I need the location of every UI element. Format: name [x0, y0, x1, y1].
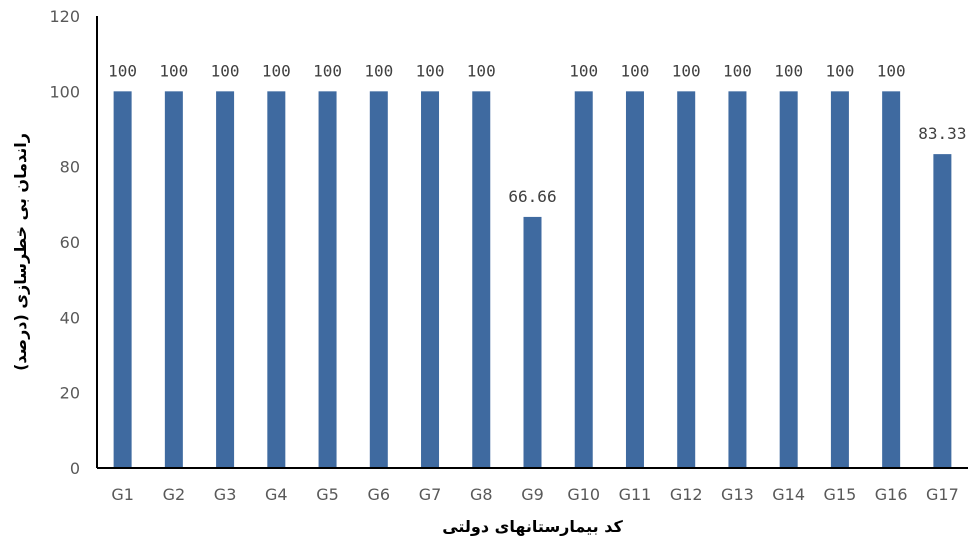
bar-value-label: 100: [877, 61, 906, 80]
bar-value-label: 100: [825, 61, 854, 80]
bar: [574, 91, 593, 468]
x-tick-label: G5: [316, 485, 339, 504]
x-tick-label: G15: [824, 485, 857, 504]
bar-value-label: 100: [211, 61, 240, 80]
bar: [369, 91, 388, 468]
x-tick-label: G3: [214, 485, 237, 504]
bar-value-label: 100: [416, 61, 445, 80]
x-tick-label: G2: [163, 485, 186, 504]
x-tick-label: G10: [567, 485, 600, 504]
y-tick-label: 0: [70, 459, 80, 478]
y-tick-label: 100: [49, 82, 80, 101]
bar-value-label: 100: [672, 61, 701, 80]
bar: [523, 216, 542, 468]
bar: [882, 91, 901, 468]
bar: [472, 91, 491, 468]
x-tick-label: G11: [619, 485, 652, 504]
bar: [779, 91, 798, 468]
bar-value-label: 100: [159, 61, 188, 80]
bar-value-label: 100: [262, 61, 291, 80]
x-tick-label: G6: [368, 485, 391, 504]
bar: [267, 91, 286, 468]
bar-value-label: 100: [621, 61, 650, 80]
data-labels-group: 100 100 100 100 100 100 100 100 66.66 100 100 100 10…: [108, 61, 966, 206]
bar-value-label: 100: [723, 61, 752, 80]
bar: [113, 91, 132, 468]
y-tick-label: 80: [60, 158, 80, 177]
x-tick-label: G4: [265, 485, 288, 504]
x-tick-label: G12: [670, 485, 703, 504]
bar: [625, 91, 644, 468]
bar: [164, 91, 183, 468]
x-tick-label: G8: [470, 485, 493, 504]
bar-value-label: 66.66: [508, 187, 556, 206]
bar: [421, 91, 440, 468]
x-tick-label: G17: [926, 485, 959, 504]
y-tick-label: 40: [60, 308, 80, 327]
x-tick-label: G1: [111, 485, 134, 504]
bar-value-label: 100: [108, 61, 137, 80]
x-tick-label: G14: [772, 485, 805, 504]
y-tick-label: 20: [60, 384, 80, 403]
y-axis-ticks: 0 20 40 60 80 100 120: [49, 7, 80, 478]
x-axis-ticks: G1 G2 G3 G4 G5 G6 G7 G8 G9 G10 G11 G12 G13 G14 G15 G16 G…: [111, 485, 958, 504]
bar: [318, 91, 337, 468]
x-tick-label: G13: [721, 485, 754, 504]
y-tick-label: 120: [49, 7, 80, 26]
bar: [728, 91, 747, 468]
bar: [216, 91, 235, 468]
x-axis-title: کد بیمارستانهای دولتی: [442, 517, 623, 536]
bar-value-label: 83.33: [918, 124, 966, 143]
bar-value-label: 100: [467, 61, 496, 80]
bar-value-label: 100: [774, 61, 803, 80]
bar: [677, 91, 696, 468]
x-tick-label: G9: [521, 485, 544, 504]
bar-value-label: 100: [313, 61, 342, 80]
x-tick-label: G16: [875, 485, 908, 504]
y-tick-label: 60: [60, 233, 80, 252]
bar-value-label: 100: [569, 61, 598, 80]
bar-value-label: 100: [364, 61, 393, 80]
bar: [830, 91, 849, 468]
y-axis-title: راندمان بی خطرسازی (درصد): [11, 133, 30, 371]
bars-group: [113, 91, 952, 469]
bar: [933, 154, 952, 469]
x-tick-label: G7: [419, 485, 442, 504]
